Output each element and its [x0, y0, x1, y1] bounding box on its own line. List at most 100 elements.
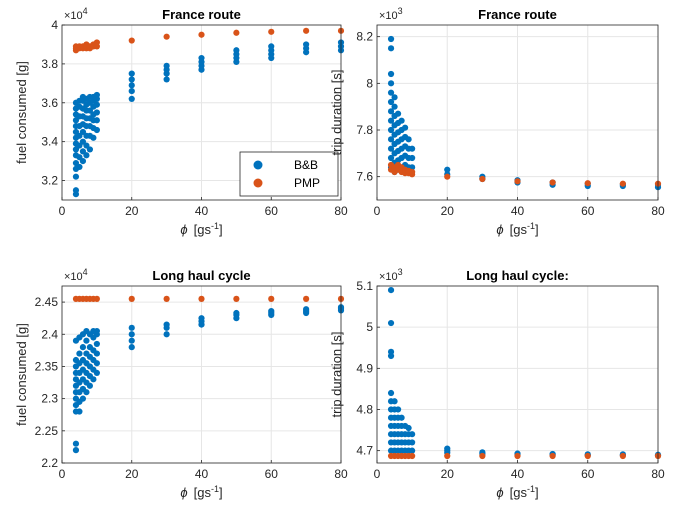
x-label-exponent: -1: [527, 221, 535, 231]
data-point: [409, 145, 416, 152]
y-multiplier: ×103: [379, 267, 403, 283]
x-tick-label: 80: [651, 204, 665, 218]
data-point: [93, 295, 100, 302]
data-point: [387, 98, 395, 106]
data-point: [72, 447, 80, 454]
y-tick-label: 3.6: [41, 96, 58, 110]
data-point: [394, 110, 402, 117]
data-point: [387, 80, 395, 87]
axes-box: [61, 24, 342, 201]
y-multiplier-base: ×10: [379, 271, 398, 283]
x-axis-label: ϕ [gs-1]: [180, 484, 222, 500]
data-point: [387, 35, 395, 43]
y-tick-label: 2.2: [41, 456, 58, 470]
data-point: [405, 136, 412, 143]
y-tick-label: 3.4: [41, 135, 58, 149]
data-point: [387, 45, 395, 52]
series-b-b: [72, 39, 345, 198]
y-axis-label: trip duration [s]: [329, 332, 344, 418]
data-point: [79, 344, 87, 351]
y-multiplier-base: ×10: [64, 271, 83, 283]
chart-panel-3: 0 20 40 60 80 2.2 2.25 2.3 2.35 2.4 2.45 Long haul …: [14, 267, 348, 500]
x-label-exponent: -1: [211, 221, 219, 231]
data-point: [93, 340, 100, 348]
data-point: [128, 82, 135, 89]
data-point: [387, 108, 395, 115]
y-tick-label: 2.35: [35, 359, 59, 373]
legend-box: [239, 151, 339, 197]
data-point: [479, 452, 486, 460]
x-label-close: ]: [535, 485, 539, 500]
data-point: [387, 136, 395, 143]
x-tick-label: 20: [441, 204, 455, 218]
data-point: [76, 350, 83, 357]
axes-box: [61, 285, 342, 464]
data-point: [128, 337, 135, 344]
y-axis-label: fuel consumed [g]: [14, 61, 29, 164]
x-tick-label: 80: [651, 467, 665, 481]
data-point: [198, 295, 205, 302]
data-point: [163, 33, 170, 40]
data-point: [233, 29, 240, 36]
legend-marker: [253, 178, 263, 188]
data-point: [128, 70, 135, 77]
x-label-close: ]: [219, 222, 223, 237]
x-label-close: ]: [219, 485, 223, 500]
data-point: [387, 154, 395, 162]
data-point: [79, 395, 87, 402]
data-point: [387, 389, 395, 397]
x-tick-label: 40: [195, 204, 209, 218]
y-axis-label: trip duration [s]: [329, 70, 344, 156]
x-tick-label: 40: [511, 204, 525, 218]
data-point: [409, 168, 416, 176]
data-point: [128, 295, 135, 302]
x-tick-label: 20: [125, 467, 139, 481]
data-point: [83, 389, 90, 396]
x-axis-label: ϕ [gs-1]: [496, 221, 538, 237]
data-point: [409, 431, 416, 438]
y-tick-label: 2.45: [35, 295, 59, 309]
legend-label: B&B: [294, 158, 318, 172]
data-point: [268, 308, 275, 315]
chart-panel-4: 0 20 40 60 80 4.7 4.8 4.9 5 5.1 Long haul cycle: ×1…: [329, 267, 665, 500]
y-multiplier: ×104: [64, 267, 88, 283]
y-tick-label: 8.2: [356, 30, 373, 44]
x-label-symbol: ϕ: [180, 222, 187, 237]
x-label-unit: [gs: [510, 485, 528, 500]
x-label-symbol: ϕ: [180, 485, 187, 500]
y-tick-label: 4: [51, 18, 58, 32]
data-point: [72, 187, 80, 194]
data-point: [93, 101, 100, 108]
y-axis-label: fuel consumed [g]: [14, 323, 29, 426]
data-point: [128, 37, 135, 44]
y-tick-label: 4.7: [356, 444, 373, 458]
data-point: [76, 408, 83, 415]
y-tick-label: 7.6: [356, 170, 373, 184]
data-point: [479, 175, 486, 183]
data-point: [163, 62, 170, 69]
legend-label: PMP: [294, 176, 320, 190]
x-label-unit: [gs: [194, 222, 212, 237]
legend-marker: [253, 160, 263, 170]
y-tick-label: 2.4: [41, 327, 58, 341]
data-point: [86, 382, 93, 389]
series-pmp: [387, 161, 662, 187]
data-point: [93, 117, 100, 124]
data-point: [163, 321, 170, 328]
data-point: [76, 163, 83, 171]
data-point: [409, 447, 416, 454]
x-tick-label: 80: [334, 467, 348, 481]
data-point: [387, 287, 395, 294]
x-tick-label: 60: [581, 204, 595, 218]
data-point: [409, 439, 416, 446]
x-tick-label: 0: [374, 204, 381, 218]
data-point: [387, 348, 395, 355]
y-multiplier-exponent: 4: [83, 6, 88, 16]
data-point: [303, 295, 310, 302]
data-point: [268, 43, 275, 50]
axes-box: [376, 285, 659, 464]
data-point: [128, 344, 135, 351]
x-axis-label: ϕ [gs-1]: [180, 221, 222, 237]
chart-title: France route: [478, 7, 557, 22]
